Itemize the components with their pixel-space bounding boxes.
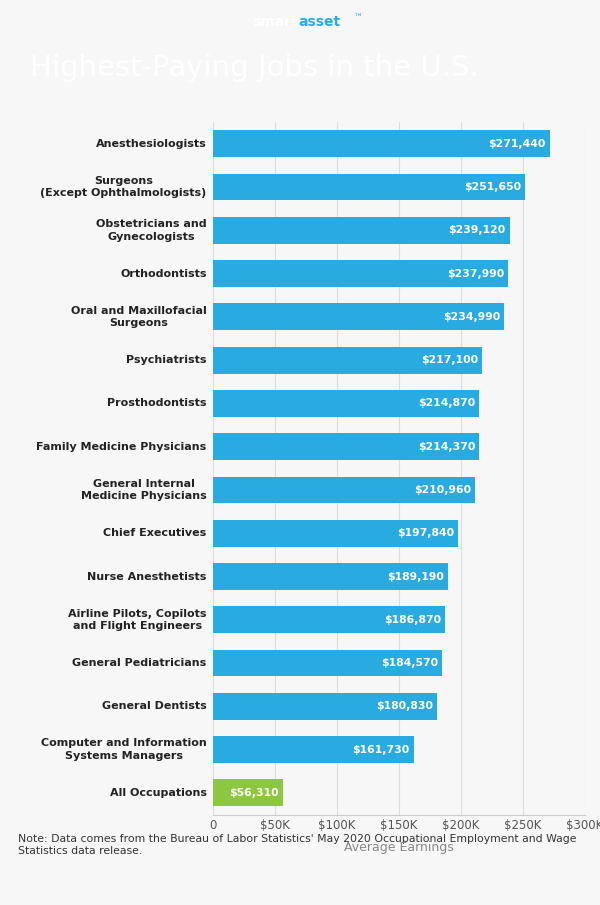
Text: $186,870: $186,870 [384,614,441,624]
Text: Anesthesiologists: Anesthesiologists [96,138,206,148]
Bar [213,779,283,806]
Text: smart: smart [253,14,298,29]
Text: $210,960: $210,960 [414,485,471,495]
Text: $197,840: $197,840 [397,529,455,538]
Text: $271,440: $271,440 [488,138,546,148]
Text: ™: ™ [354,13,363,22]
Text: $214,370: $214,370 [418,442,475,452]
Text: Note: Data comes from the Bureau of Labor Statistics' May 2020 Occupational Empl: Note: Data comes from the Bureau of Labo… [18,834,577,856]
Text: General Pediatricians: General Pediatricians [73,658,206,668]
Text: $161,730: $161,730 [353,745,410,755]
Text: asset: asset [298,14,340,29]
Text: Psychiatrists: Psychiatrists [126,355,206,365]
Bar [213,261,508,287]
Bar [213,217,509,243]
Text: Family Medicine Physicians: Family Medicine Physicians [37,442,206,452]
Text: Nurse Anesthetists: Nurse Anesthetists [87,572,206,582]
Bar [213,563,448,590]
Bar [213,433,479,460]
Text: Oral and Maxillofacial
Surgeons: Oral and Maxillofacial Surgeons [71,306,206,329]
Text: $56,310: $56,310 [229,788,279,798]
Text: General Dentists: General Dentists [102,701,206,711]
Text: $239,120: $239,120 [449,225,506,235]
Text: Chief Executives: Chief Executives [103,529,206,538]
X-axis label: Average Earnings: Average Earnings [344,841,454,853]
Text: $214,870: $214,870 [418,398,476,408]
Text: Surgeons
(Except Ophthalmologists): Surgeons (Except Ophthalmologists) [40,176,206,198]
Bar [213,174,525,201]
Bar [213,130,550,157]
Text: $237,990: $237,990 [447,269,505,279]
Bar [213,606,445,634]
Bar [213,303,505,330]
Text: General Internal
Medicine Physicians: General Internal Medicine Physicians [81,479,206,501]
Bar [213,477,475,503]
Text: $184,570: $184,570 [381,658,438,668]
Text: $189,190: $189,190 [387,572,444,582]
Text: Airline Pilots, Copilots
and Flight Engineers: Airline Pilots, Copilots and Flight Engi… [68,608,206,631]
Bar [213,347,482,374]
Bar [213,650,442,676]
Bar [213,736,413,763]
Text: Computer and Information
Systems Managers: Computer and Information Systems Manager… [41,738,206,761]
Bar [213,693,437,719]
Text: Prosthodontists: Prosthodontists [107,398,206,408]
Text: All Occupations: All Occupations [110,788,206,798]
Text: $234,990: $234,990 [443,312,500,322]
Text: Obstetricians and
Gynecologists: Obstetricians and Gynecologists [96,219,206,242]
Text: Orthodontists: Orthodontists [120,269,206,279]
Text: $180,830: $180,830 [377,701,434,711]
Text: Highest-Paying Jobs in the U.S.: Highest-Paying Jobs in the U.S. [30,54,479,82]
Bar [213,390,479,417]
Text: $251,650: $251,650 [464,182,521,192]
Text: $217,100: $217,100 [421,355,478,365]
Bar [213,519,458,547]
